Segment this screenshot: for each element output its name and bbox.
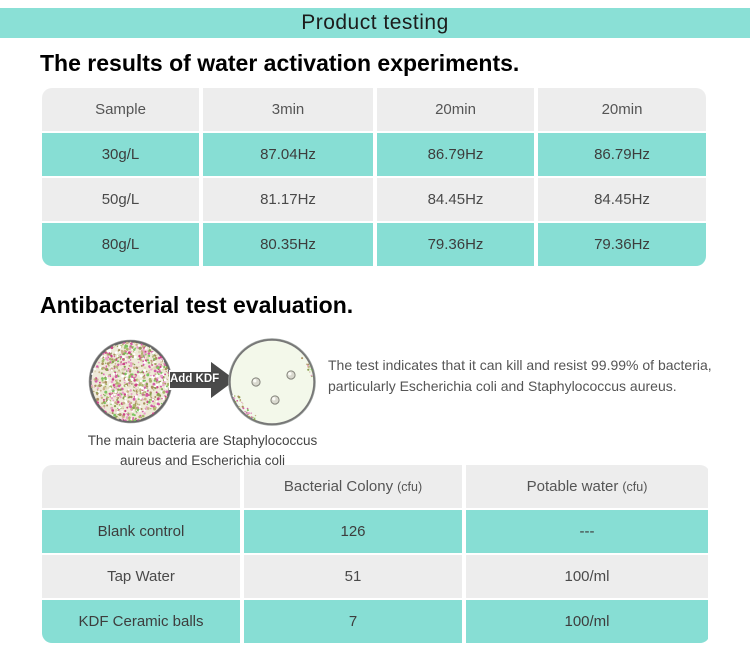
table-cell: 30g/L bbox=[42, 133, 199, 176]
table-cell: 87.04Hz bbox=[203, 133, 373, 176]
arrow-label: Add KDF bbox=[170, 373, 220, 385]
header-bar: Product testing bbox=[0, 8, 750, 38]
table-cell: 80.35Hz bbox=[203, 223, 373, 266]
antibacterial-table: Bacterial Colony (cfu) Potable water (cf… bbox=[42, 465, 710, 643]
column-label: Bacterial Colony bbox=[283, 478, 394, 495]
table-cell: 81.17Hz bbox=[203, 178, 373, 221]
column-header: Sample bbox=[42, 88, 199, 131]
figure-description: The test indicates that it can kill and … bbox=[328, 357, 712, 394]
column-unit: (cfu) bbox=[622, 479, 648, 494]
column-unit: (cfu) bbox=[397, 479, 423, 494]
table-header-row: Bacterial Colony (cfu) Potable water (cf… bbox=[42, 465, 710, 508]
colony-dots bbox=[251, 370, 296, 405]
antibacterial-section-title: Antibacterial test evaluation. bbox=[40, 292, 354, 318]
add-kdf-arrow: Add KDF bbox=[168, 357, 239, 403]
table-cell: 80g/L bbox=[42, 223, 199, 266]
table-cell: Blank control bbox=[42, 510, 240, 553]
table-cell: KDF Ceramic balls bbox=[42, 600, 240, 643]
table-cell: 84.45Hz bbox=[377, 178, 534, 221]
column-header: 20min bbox=[377, 88, 534, 131]
table-cell: 86.79Hz bbox=[377, 133, 534, 176]
column-header bbox=[42, 465, 240, 508]
table-cell: 100/ml bbox=[466, 555, 708, 598]
table-cell: 51 bbox=[244, 555, 462, 598]
table-cell: 79.36Hz bbox=[538, 223, 706, 266]
antibacterial-figure: Add KDF The main bacteria are Staphyloco… bbox=[0, 333, 750, 468]
table-header-row: Sample 3min 20min 20min bbox=[42, 88, 706, 131]
table-cell: 84.45Hz bbox=[538, 178, 706, 221]
petri-dish-before-image bbox=[88, 339, 173, 424]
column-header: 20min bbox=[538, 88, 706, 131]
activation-section-title: The results of water activation experime… bbox=[40, 50, 520, 76]
activation-table: Sample 3min 20min 20min 30g/L 87.04Hz 86… bbox=[42, 88, 706, 266]
table-row: KDF Ceramic balls 7 100/ml bbox=[42, 600, 710, 643]
table-cell: Tap Water bbox=[42, 555, 240, 598]
table-cell: 100/ml bbox=[466, 600, 708, 643]
table-row: Tap Water 51 100/ml bbox=[42, 555, 710, 598]
column-header: Potable water (cfu) bbox=[466, 465, 708, 508]
table-cell: 7 bbox=[244, 600, 462, 643]
column-header: 3min bbox=[203, 88, 373, 131]
page-title: Product testing bbox=[301, 11, 449, 34]
table-row: Blank control 126 --- bbox=[42, 510, 710, 553]
table-cell: 50g/L bbox=[42, 178, 199, 221]
column-header: Bacterial Colony (cfu) bbox=[244, 465, 462, 508]
table-cell: --- bbox=[466, 510, 708, 553]
column-label: Potable water bbox=[526, 478, 619, 495]
table-row: 80g/L 80.35Hz 79.36Hz 79.36Hz bbox=[42, 223, 706, 266]
table-cell: 79.36Hz bbox=[377, 223, 534, 266]
figure-caption: The main bacteria are Staphylococcus aur… bbox=[87, 433, 318, 468]
arrow-right-icon bbox=[168, 358, 239, 402]
table-row: 30g/L 87.04Hz 86.79Hz 86.79Hz bbox=[42, 133, 706, 176]
table-cell: 126 bbox=[244, 510, 462, 553]
petri-dish-after-image bbox=[228, 338, 316, 426]
table-cell: 86.79Hz bbox=[538, 133, 706, 176]
table-row: 50g/L 81.17Hz 84.45Hz 84.45Hz bbox=[42, 178, 706, 221]
